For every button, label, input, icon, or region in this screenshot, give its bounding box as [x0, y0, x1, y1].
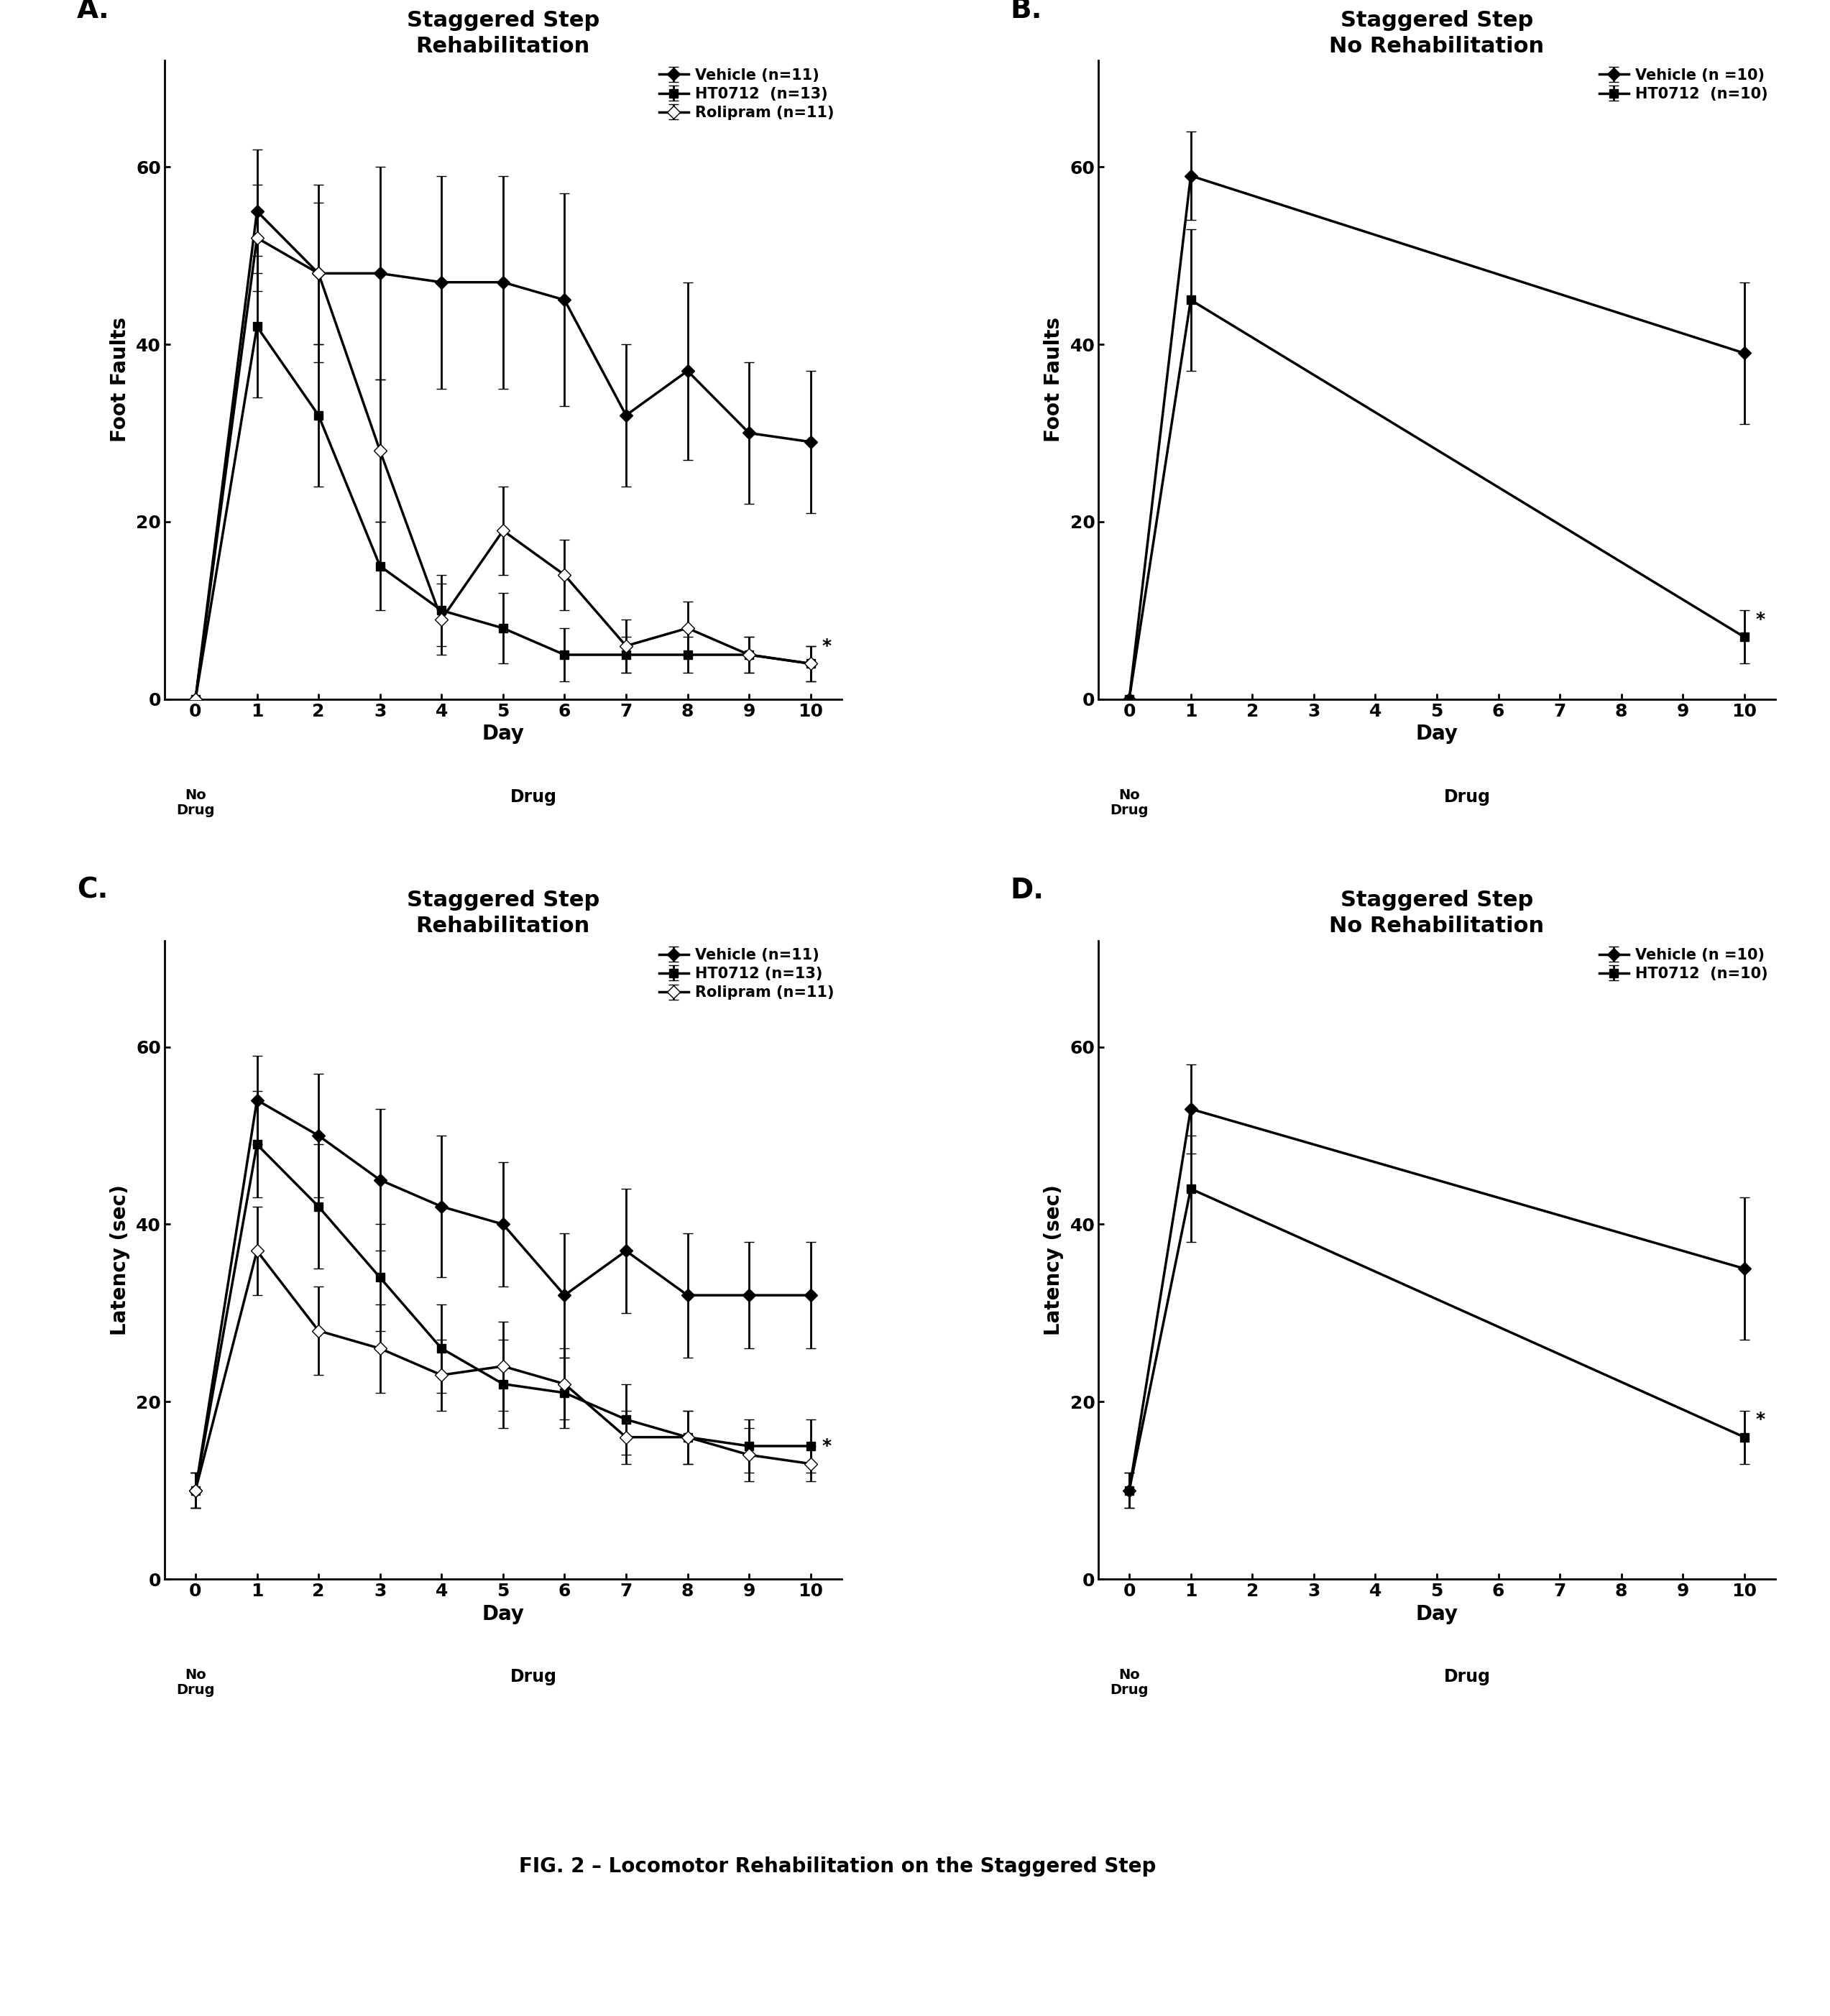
Title: Staggered Step
Rehabilitation: Staggered Step Rehabilitation: [406, 10, 600, 56]
X-axis label: Day: Day: [481, 724, 523, 744]
Text: B.: B.: [1010, 0, 1043, 24]
Y-axis label: Latency (sec): Latency (sec): [110, 1183, 130, 1335]
Text: Drug: Drug: [511, 1669, 556, 1685]
Text: No
Drug: No Drug: [1111, 788, 1149, 816]
Text: Drug: Drug: [1444, 1669, 1491, 1685]
Text: No
Drug: No Drug: [176, 1669, 214, 1697]
Text: *: *: [1755, 611, 1764, 629]
Text: FIG. 2 – Locomotor Rehabilitation on the Staggered Step: FIG. 2 – Locomotor Rehabilitation on the…: [520, 1857, 1157, 1877]
Legend: Vehicle (n=11), HT0712  (n=13), Rolipram (n=11): Vehicle (n=11), HT0712 (n=13), Rolipram …: [659, 69, 834, 121]
Legend: Vehicle (n=11), HT0712 (n=13), Rolipram (n=11): Vehicle (n=11), HT0712 (n=13), Rolipram …: [659, 948, 834, 1000]
Text: Drug: Drug: [1444, 788, 1491, 806]
Text: D.: D.: [1010, 877, 1045, 903]
X-axis label: Day: Day: [481, 1605, 523, 1625]
X-axis label: Day: Day: [1416, 724, 1459, 744]
Y-axis label: Foot Faults: Foot Faults: [110, 317, 130, 442]
Text: No
Drug: No Drug: [1111, 1669, 1149, 1697]
Text: *: *: [1755, 1411, 1764, 1427]
X-axis label: Day: Day: [1416, 1605, 1459, 1625]
Text: No
Drug: No Drug: [176, 788, 214, 816]
Text: *: *: [822, 637, 831, 655]
Title: Staggered Step
Rehabilitation: Staggered Step Rehabilitation: [406, 891, 600, 937]
Y-axis label: Foot Faults: Foot Faults: [1043, 317, 1063, 442]
Title: Staggered Step
No Rehabilitation: Staggered Step No Rehabilitation: [1329, 10, 1545, 56]
Y-axis label: Latency (sec): Latency (sec): [1043, 1183, 1063, 1335]
Legend: Vehicle (n =10), HT0712  (n=10): Vehicle (n =10), HT0712 (n=10): [1599, 69, 1768, 101]
Text: A.: A.: [77, 0, 110, 24]
Text: Drug: Drug: [511, 788, 556, 806]
Text: *: *: [822, 1437, 831, 1456]
Text: C.: C.: [77, 877, 108, 903]
Title: Staggered Step
No Rehabilitation: Staggered Step No Rehabilitation: [1329, 891, 1545, 937]
Legend: Vehicle (n =10), HT0712  (n=10): Vehicle (n =10), HT0712 (n=10): [1599, 948, 1768, 982]
